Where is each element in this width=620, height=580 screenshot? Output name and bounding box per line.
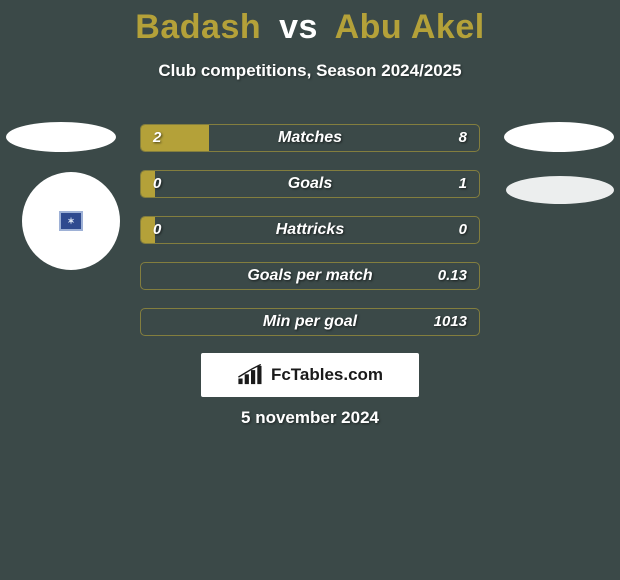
player1-badge-placeholder xyxy=(6,122,116,152)
stat-left-value: 0 xyxy=(153,171,161,197)
fctables-badge[interactable]: FcTables.com xyxy=(201,353,419,397)
stat-right-value: 1013 xyxy=(434,309,467,335)
stat-row: Goals0 1 xyxy=(140,170,480,198)
stat-left-value: 0 xyxy=(153,217,161,243)
date-label: 5 november 2024 xyxy=(0,408,620,428)
player2-badge-placeholder xyxy=(504,122,614,152)
avatar-flag-icon: ✶ xyxy=(59,211,83,231)
stat-label: Goals per match xyxy=(141,263,479,289)
stat-bars: Matches28Goals01Hattricks00Goals per mat… xyxy=(140,124,480,336)
subtitle: Club competitions, Season 2024/2025 xyxy=(0,61,620,81)
player2-name: Abu Akel xyxy=(335,8,485,46)
player2-badge-placeholder-2 xyxy=(506,176,614,204)
stat-left-value: 2 xyxy=(153,125,161,151)
fctables-logo-icon xyxy=(237,364,265,386)
stat-label: Hattricks xyxy=(141,217,479,243)
stat-row: Matches2 8 xyxy=(140,124,480,152)
stat-right-value: 8 xyxy=(459,125,467,151)
player1-name: Badash xyxy=(135,8,261,46)
stat-row: Min per goal1013 xyxy=(140,308,480,336)
stat-row: Hattricks0 0 xyxy=(140,216,480,244)
vs-label: vs xyxy=(279,8,318,46)
stat-label: Matches xyxy=(141,125,479,151)
player1-avatar: ✶ xyxy=(22,172,120,270)
stat-row: Goals per match0.13 xyxy=(140,262,480,290)
stat-label: Min per goal xyxy=(141,309,479,335)
stat-right-value: 1 xyxy=(459,171,467,197)
title: Badash vs Abu Akel xyxy=(0,8,620,47)
fctables-label: FcTables.com xyxy=(271,365,383,385)
comparison-widget: Badash vs Abu Akel Club competitions, Se… xyxy=(0,0,620,580)
stat-label: Goals xyxy=(141,171,479,197)
stat-right-value: 0 xyxy=(459,217,467,243)
stat-right-value: 0.13 xyxy=(438,263,467,289)
